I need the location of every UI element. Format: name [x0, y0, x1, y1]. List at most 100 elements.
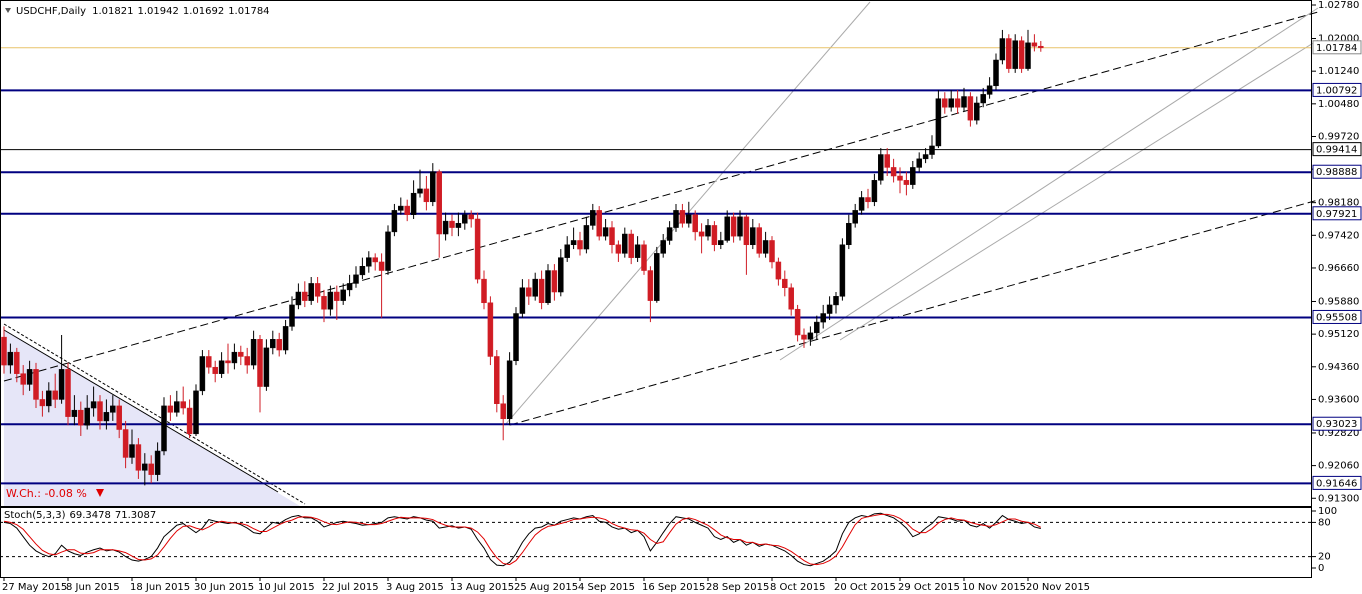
- candle-body: [609, 227, 615, 246]
- candle-body: [238, 351, 244, 357]
- y-tick-label: 0.92060: [1318, 461, 1359, 472]
- candle-body: [948, 98, 954, 108]
- candle-body: [570, 240, 577, 246]
- x-tick-label: 4 Sep 2015: [578, 582, 635, 593]
- candle-body: [551, 270, 558, 293]
- header: USDCHF,Daily 1.01821 1.01942 1.01692 1.01784: [16, 6, 270, 17]
- candle-body: [698, 231, 705, 237]
- candle-body: [46, 390, 52, 407]
- candle-body: [967, 96, 974, 121]
- candle-body: [129, 444, 135, 458]
- candle-body: [769, 240, 775, 263]
- candle-body: [148, 463, 154, 475]
- candle-body: [730, 216, 737, 237]
- y-tick-label: 1.02000: [1318, 34, 1359, 45]
- candle-body: [532, 278, 538, 297]
- main-frame: [0, 0, 1312, 507]
- candle-body: [308, 283, 314, 301]
- y-tick-label: 1.01240: [1318, 66, 1359, 77]
- candle-body: [474, 218, 481, 280]
- candle-body: [282, 326, 289, 351]
- candle-body: [602, 227, 609, 237]
- candle-body: [84, 407, 90, 426]
- candle-body: [686, 214, 692, 224]
- candle-body: [180, 401, 186, 409]
- candle-body: [244, 356, 250, 366]
- y-tick-label: 0.95880: [1318, 296, 1359, 307]
- x-tick-label: 8 Jun 2015: [66, 582, 120, 593]
- price-tag: [1312, 40, 1362, 55]
- candle-body: [718, 240, 724, 246]
- stoch-frame: [0, 507, 1312, 578]
- candle-body: [206, 356, 212, 368]
- candle-body: [954, 98, 961, 108]
- x-tick-label: 18 Jun 2015: [130, 582, 190, 593]
- candle-body: [506, 360, 513, 420]
- candle-body: [942, 98, 948, 108]
- candle-body: [142, 463, 148, 471]
- candle-body: [442, 220, 449, 235]
- weekly-change: W.Ch.: -0.08 %: [6, 487, 87, 500]
- candle-body: [750, 227, 756, 246]
- candle-body: [814, 321, 820, 334]
- candle-body: [590, 210, 596, 226]
- candle-body: [103, 412, 110, 422]
- candle-body: [340, 289, 346, 301]
- y-tick-label: 0.91300: [1318, 493, 1359, 504]
- level-tag-label: 0.93023: [1316, 419, 1357, 430]
- candle-body: [711, 225, 718, 246]
- candle-body: [846, 223, 852, 246]
- y-tick-label: 0.96660: [1318, 263, 1359, 274]
- low-value: 1.01692: [183, 6, 224, 17]
- candle-body: [359, 265, 366, 276]
- y-tick-label: 0.99720: [1318, 131, 1359, 142]
- y-tick-label: 0.98180: [1318, 198, 1359, 209]
- stoch-k-value: 69.3478: [69, 510, 110, 521]
- candle-body: [513, 313, 519, 362]
- stoch-header: Stoch(5,3,3) 69.3478 71.3087: [4, 510, 156, 521]
- level-tag-label: 0.98888: [1316, 167, 1357, 178]
- candle-body: [449, 220, 455, 228]
- x-tick-label: 13 Aug 2015: [450, 582, 514, 593]
- level-tag: [1312, 82, 1362, 97]
- trend-line: [3, 323, 306, 505]
- level-tag-label: 1.00792: [1316, 85, 1357, 96]
- candle-body: [558, 257, 564, 293]
- level-tag-label: 0.95508: [1316, 312, 1357, 323]
- y-tick-label: 0.93600: [1318, 394, 1359, 405]
- candle-body: [858, 197, 865, 211]
- candle-body: [398, 205, 404, 211]
- candle-body: [929, 145, 935, 155]
- candle-body: [487, 302, 494, 357]
- candle-body: [775, 261, 782, 280]
- candle-body: [1031, 42, 1038, 47]
- candle-body: [999, 38, 1006, 61]
- candle-body: [526, 287, 532, 297]
- candle-body: [826, 304, 833, 314]
- candle-body: [910, 167, 916, 185]
- candle-body: [666, 227, 673, 241]
- y-tick-label: 0: [1318, 563, 1324, 574]
- y-tick-label: 1.02780: [1318, 0, 1359, 11]
- candle-body: [922, 154, 929, 160]
- candle-body: [186, 407, 193, 435]
- stoch-title: Stoch(5,3,3): [4, 510, 66, 521]
- price-tag-label: 1.01784: [1316, 43, 1357, 54]
- y-tick-label: 100: [1318, 506, 1337, 517]
- x-tick-label: 30 Jun 2015: [194, 582, 254, 593]
- candle-body: [295, 291, 302, 306]
- candle-body: [993, 59, 999, 87]
- candle-body: [321, 296, 327, 310]
- candle-body: [743, 216, 750, 246]
- candle-body: [289, 304, 295, 327]
- stoch-line: [3, 513, 1042, 566]
- x-tick-label: 10 Jul 2015: [258, 582, 315, 593]
- symbol: USDCHF,Daily: [16, 6, 86, 17]
- candle-body: [78, 409, 84, 426]
- y-tick-label: 80: [1318, 517, 1331, 528]
- candle-body: [1038, 45, 1044, 49]
- channel-line: [779, 7, 1319, 361]
- candle-body: [980, 94, 986, 104]
- candle-body: [385, 231, 391, 271]
